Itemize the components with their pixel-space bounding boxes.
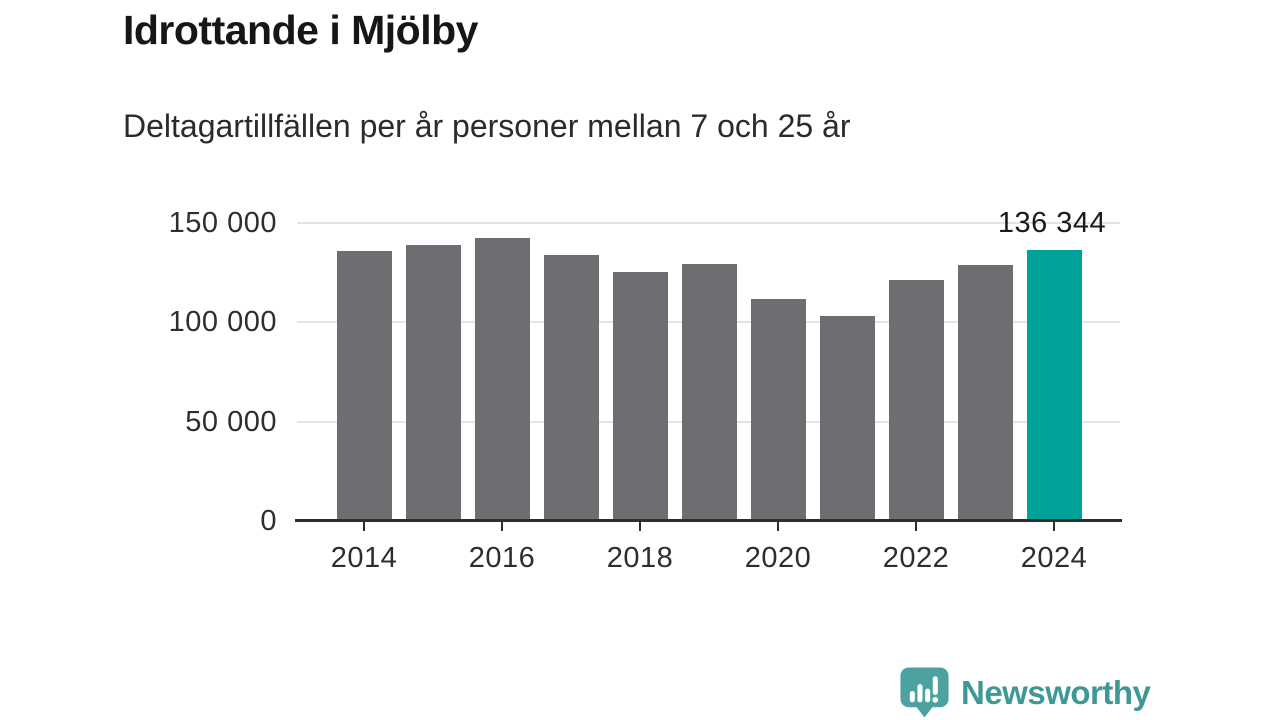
page-title: Idrottande i Mjölby <box>123 7 478 53</box>
value-annotation: 136 344 <box>997 207 1107 239</box>
y-axis-label: 100 000 <box>168 306 277 339</box>
x-axis-label: 2018 <box>606 542 674 574</box>
bar-2016 <box>474 238 530 521</box>
x-axis-tick <box>501 522 503 531</box>
bar-2023 <box>957 264 1013 521</box>
newsworthy-icon <box>900 667 949 718</box>
y-axis-label: 0 <box>260 505 277 537</box>
y-axis-label: 150 000 <box>168 207 277 239</box>
bar-2022 <box>888 280 944 521</box>
x-axis-tick <box>777 522 779 531</box>
x-axis-label: 2016 <box>468 542 536 574</box>
gridline-150000 <box>297 222 1120 224</box>
bar-2018 <box>612 271 668 521</box>
newsworthy-logo: Newsworthy <box>898 666 1151 719</box>
bar-2014 <box>336 251 392 521</box>
x-axis-label: 2014 <box>330 542 398 574</box>
x-axis-label: 2020 <box>744 542 812 574</box>
x-axis-line <box>295 519 1122 522</box>
bar-2021 <box>819 315 875 521</box>
y-axis-label: 50 000 <box>185 405 277 438</box>
x-axis-tick <box>1053 522 1055 531</box>
bar-2019 <box>681 263 737 521</box>
x-axis-tick <box>639 522 641 531</box>
x-axis-label: 2024 <box>1020 542 1088 574</box>
bar-2015 <box>405 245 461 521</box>
bar-2017 <box>543 254 599 521</box>
chart-subtitle: Deltagartillfällen per år personer mella… <box>123 108 851 144</box>
x-axis-label: 2022 <box>882 542 950 574</box>
newsworthy-wordmark: Newsworthy <box>961 674 1151 711</box>
x-axis-tick <box>363 522 365 531</box>
bar-2020 <box>750 298 806 521</box>
x-axis-tick <box>915 522 917 531</box>
bar-2024 <box>1026 250 1082 521</box>
